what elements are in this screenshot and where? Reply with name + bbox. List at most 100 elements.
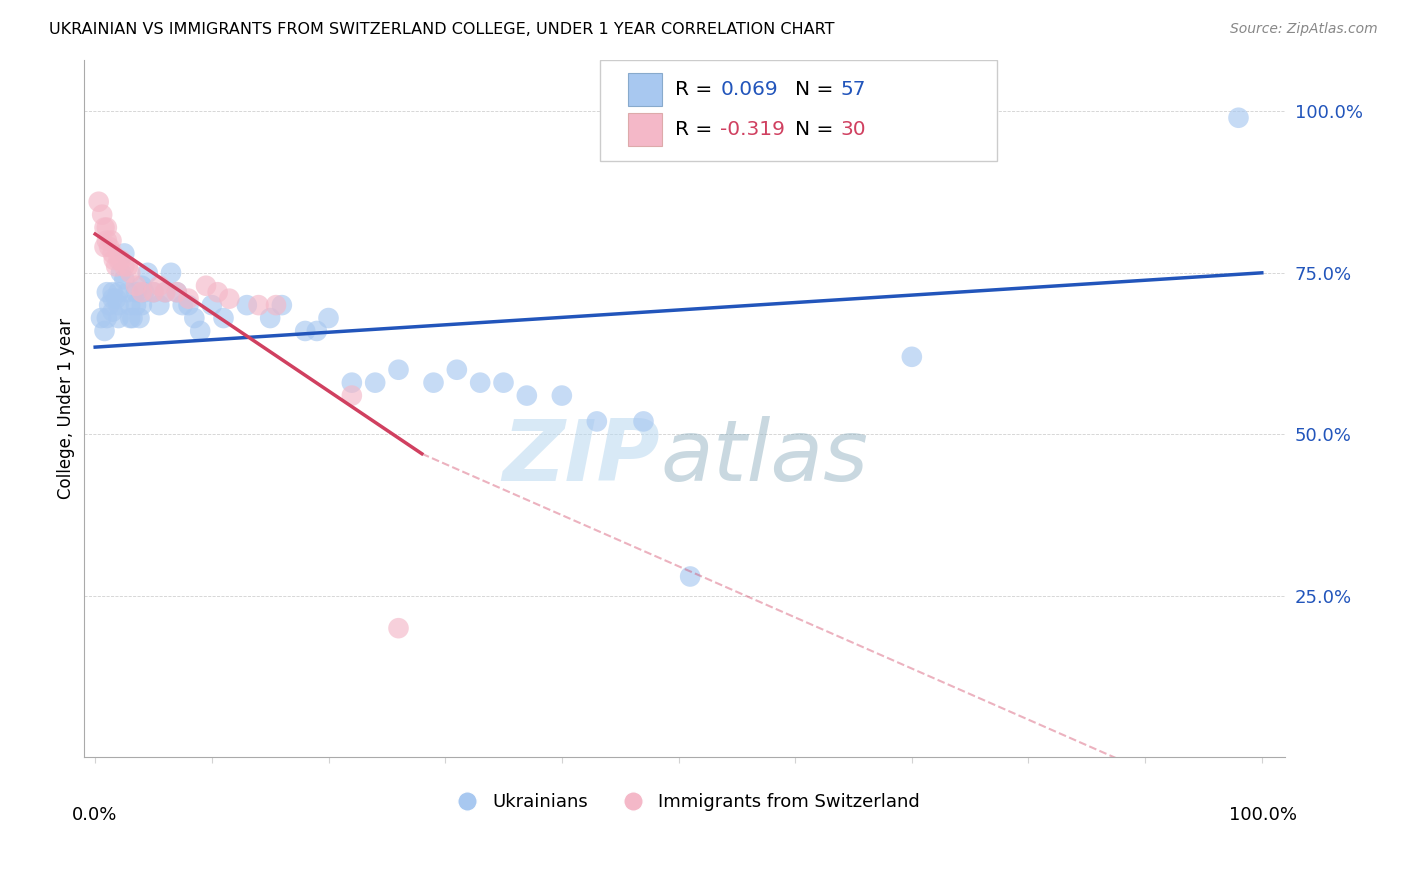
Text: -0.319: -0.319 xyxy=(720,120,786,139)
Text: 57: 57 xyxy=(841,80,866,99)
Point xyxy=(201,298,224,312)
Point xyxy=(218,292,240,306)
Point xyxy=(153,285,176,300)
Point xyxy=(470,376,492,390)
Point xyxy=(516,388,538,402)
Point xyxy=(120,266,142,280)
Point xyxy=(422,376,444,390)
Text: ZIP: ZIP xyxy=(503,416,661,499)
Point xyxy=(207,285,229,300)
Text: 30: 30 xyxy=(841,120,866,139)
Point xyxy=(387,362,409,376)
Point xyxy=(125,278,148,293)
Point xyxy=(91,208,114,222)
Point xyxy=(259,311,281,326)
Point xyxy=(98,298,121,312)
Point xyxy=(177,292,200,306)
Point xyxy=(387,621,409,635)
Point xyxy=(98,240,121,254)
Point xyxy=(103,252,125,267)
Point xyxy=(96,234,118,248)
Point xyxy=(340,376,363,390)
Point xyxy=(901,350,924,364)
Point xyxy=(148,278,170,293)
Point xyxy=(446,362,468,376)
Text: N =: N = xyxy=(794,120,839,139)
Point xyxy=(492,376,515,390)
Point xyxy=(195,278,218,293)
Point xyxy=(93,220,115,235)
Point xyxy=(131,285,153,300)
Point xyxy=(117,285,139,300)
Point xyxy=(153,285,176,300)
Point xyxy=(148,298,170,312)
Text: Source: ZipAtlas.com: Source: ZipAtlas.com xyxy=(1230,22,1378,37)
Point xyxy=(136,266,159,280)
Point xyxy=(188,324,211,338)
FancyBboxPatch shape xyxy=(628,112,661,146)
Point xyxy=(318,311,340,326)
Point xyxy=(131,298,153,312)
Point xyxy=(93,240,115,254)
Point xyxy=(107,285,129,300)
Point xyxy=(679,569,702,583)
FancyBboxPatch shape xyxy=(628,73,661,106)
Point xyxy=(340,388,363,402)
Point xyxy=(112,272,135,286)
Point xyxy=(101,246,124,260)
Point xyxy=(585,414,607,428)
Point xyxy=(87,194,110,209)
Point xyxy=(142,285,165,300)
Point xyxy=(270,298,292,312)
Point xyxy=(96,220,118,235)
Point xyxy=(121,311,143,326)
Text: R =: R = xyxy=(675,120,718,139)
Point xyxy=(100,234,122,248)
Point xyxy=(183,311,205,326)
Point xyxy=(166,285,188,300)
Point xyxy=(90,311,112,326)
Point xyxy=(125,298,148,312)
Point xyxy=(172,298,194,312)
Point xyxy=(264,298,287,312)
Point xyxy=(107,298,129,312)
Point xyxy=(633,414,655,428)
Point xyxy=(177,298,200,312)
Point xyxy=(160,266,183,280)
Point xyxy=(110,252,132,267)
Point xyxy=(93,324,115,338)
Text: 100.0%: 100.0% xyxy=(1229,806,1298,824)
Point xyxy=(247,298,270,312)
Point xyxy=(128,311,150,326)
Point xyxy=(120,311,142,326)
Point xyxy=(134,285,156,300)
Text: UKRAINIAN VS IMMIGRANTS FROM SWITZERLAND COLLEGE, UNDER 1 YEAR CORRELATION CHART: UKRAINIAN VS IMMIGRANTS FROM SWITZERLAND… xyxy=(49,22,835,37)
Y-axis label: College, Under 1 year: College, Under 1 year xyxy=(58,318,75,499)
Point xyxy=(101,304,124,318)
Point xyxy=(120,298,142,312)
Text: R =: R = xyxy=(675,80,718,99)
Point xyxy=(142,285,165,300)
Text: N =: N = xyxy=(794,80,839,99)
FancyBboxPatch shape xyxy=(600,60,997,161)
Point xyxy=(125,285,148,300)
Point xyxy=(105,260,128,274)
Point xyxy=(305,324,328,338)
Point xyxy=(112,246,135,260)
Point xyxy=(96,285,118,300)
Legend: Ukrainians, Immigrants from Switzerland: Ukrainians, Immigrants from Switzerland xyxy=(441,786,927,818)
Point xyxy=(551,388,574,402)
Point xyxy=(117,260,139,274)
Text: atlas: atlas xyxy=(661,416,869,499)
Point xyxy=(112,260,135,274)
Point xyxy=(166,285,188,300)
Text: 0.069: 0.069 xyxy=(720,80,778,99)
Point xyxy=(107,311,129,326)
Point xyxy=(236,298,259,312)
Point xyxy=(96,311,118,326)
Point xyxy=(212,311,235,326)
Point xyxy=(364,376,387,390)
Point xyxy=(110,266,132,280)
Point xyxy=(105,292,128,306)
Point xyxy=(1227,111,1250,125)
